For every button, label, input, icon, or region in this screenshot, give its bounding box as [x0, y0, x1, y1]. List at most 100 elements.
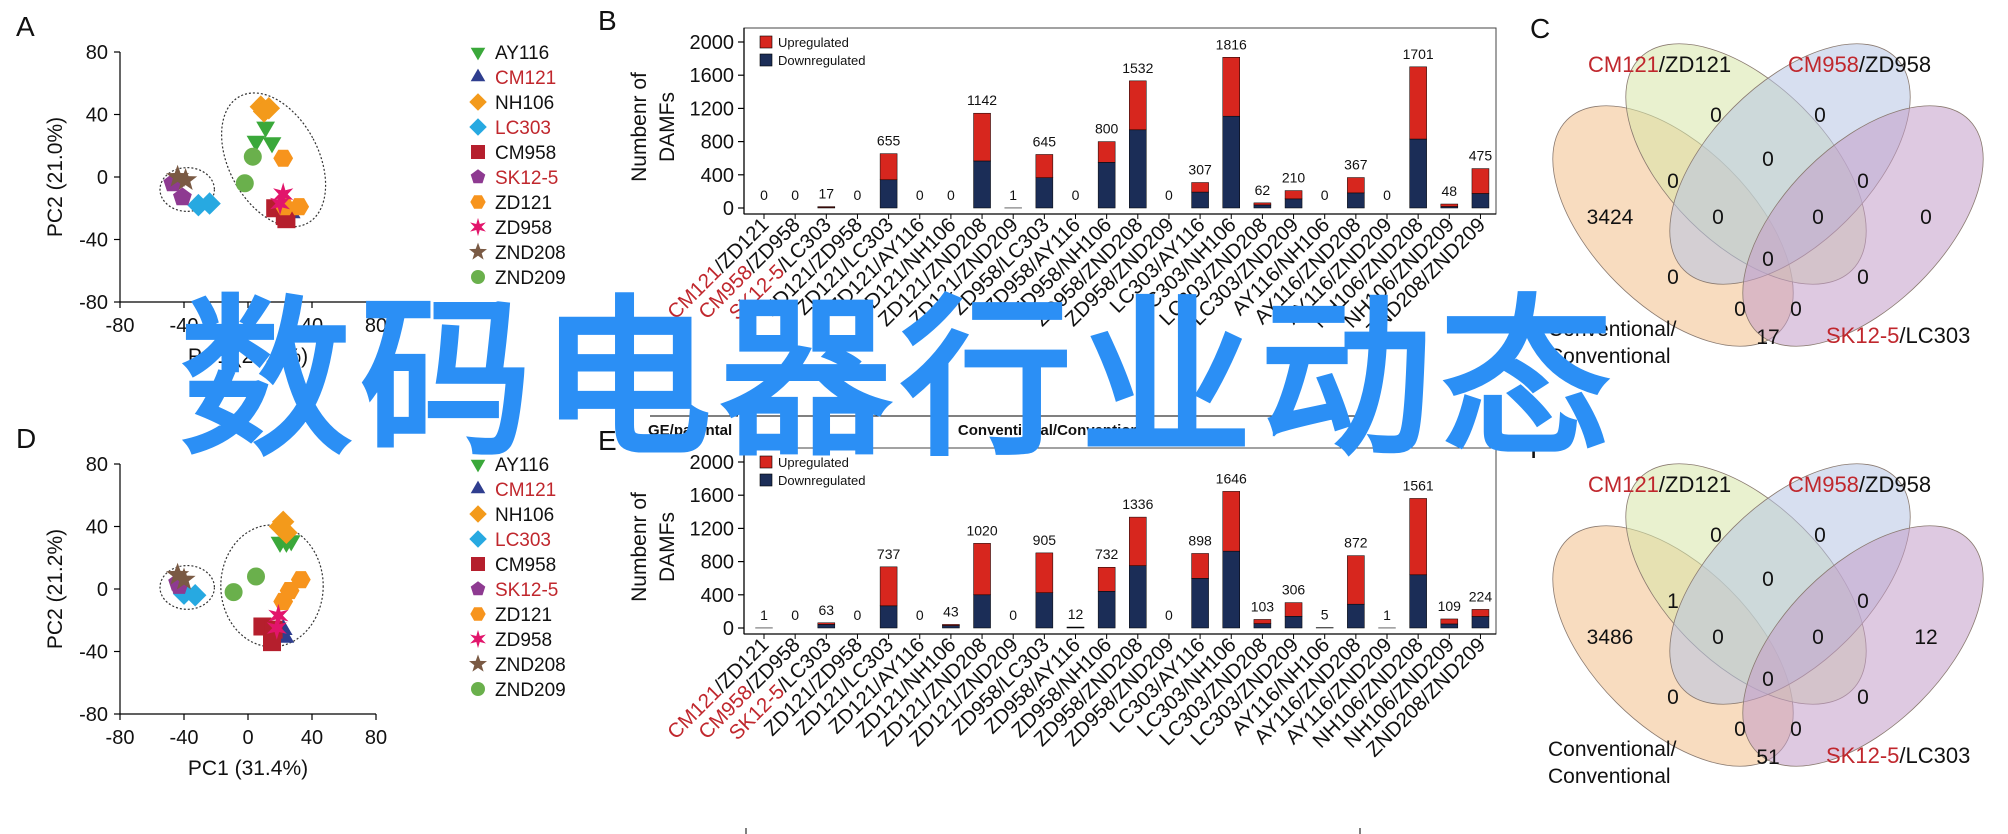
bar-upregulated: [1471, 168, 1490, 194]
bar-total-label: 63: [819, 602, 835, 618]
data-point-znd208: [166, 562, 190, 585]
x-axis-label: PC1 (31.4%): [188, 757, 308, 780]
venn-region-count: 0: [1812, 206, 1824, 229]
bar-total-label: 655: [877, 133, 901, 149]
bar-total-label: 0: [791, 187, 799, 203]
venn-label-set-1-highlight: CM121: [1588, 472, 1659, 497]
data-point-zd958: [266, 616, 287, 640]
bar-total-label: 0: [916, 187, 924, 203]
y-tick-label: 40: [86, 517, 108, 539]
y-tick-label: -80: [79, 704, 108, 726]
data-point-cm958: [263, 633, 281, 652]
cluster-ellipse: [221, 92, 327, 228]
y-tick-label: 800: [701, 132, 734, 154]
legend-label-zd121: ZD121: [495, 605, 552, 626]
data-point-nh106: [275, 521, 298, 544]
y-tick-label: 0: [723, 618, 734, 640]
bar-upregulated: [1191, 182, 1209, 193]
legend-label-ay116: AY116: [495, 43, 549, 64]
venn-region-count: 0: [1734, 298, 1746, 321]
data-point-lc303: [198, 192, 221, 215]
bar-upregulated: [879, 153, 898, 181]
venn-region-count: 0: [1857, 170, 1869, 193]
bar-total-label: 1646: [1216, 470, 1247, 486]
legend-marker-cm958: [471, 557, 485, 571]
bar-downregulated: [973, 160, 991, 209]
bar-total-label: 210: [1282, 170, 1306, 186]
x-tick-label: 0: [242, 315, 253, 337]
legend-swatch-upregulated: [759, 35, 773, 49]
venn-region-count: 0: [1667, 266, 1679, 289]
bar-total-label: 905: [1033, 532, 1057, 548]
data-point-zd958: [268, 603, 289, 628]
y-tick-label: 0: [97, 579, 108, 601]
group-bracket: GE/parental Conventional/Conventional: [648, 408, 1361, 439]
y-tick-label: 0: [97, 167, 108, 189]
venn-label-set-2-part: /ZD958: [1859, 52, 1931, 77]
y-tick-label: 1600: [690, 65, 735, 87]
venn-region-count: 3424: [1587, 206, 1634, 229]
y-axis-label: DAMFs: [656, 92, 679, 162]
data-point-ay116: [262, 137, 282, 154]
venn-label-set-3: Conventional/: [1548, 738, 1677, 761]
bar-upregulated: [1284, 602, 1303, 617]
venn-region-count: 0: [1667, 170, 1679, 193]
bar-total-label: 0: [947, 187, 955, 203]
data-point-znd209: [224, 583, 243, 602]
venn-region-count: 0: [1762, 568, 1774, 591]
x-tick-label: 40: [301, 727, 323, 749]
legend-swatch-upregulated: [759, 455, 773, 469]
y-axis-label: PC2 (21.0%): [44, 117, 67, 237]
bar-upregulated: [1347, 177, 1365, 194]
venn-region-count: 0: [1790, 298, 1802, 321]
bar-downregulated: [1347, 603, 1365, 629]
bar-downregulated: [879, 179, 898, 209]
venn-region-count: 12: [1914, 626, 1937, 649]
bar-downregulated: [1191, 578, 1209, 629]
venn-region-count: 0: [1790, 718, 1802, 741]
bar-total-label: 0: [1165, 187, 1173, 203]
bar-upregulated: [1440, 618, 1459, 625]
data-point-zd121: [289, 198, 310, 216]
legend-marker-ay116: [470, 47, 486, 61]
bar-total-label: 62: [1255, 182, 1271, 198]
venn-label-set-4-highlight: SK12-5: [1826, 323, 1899, 348]
data-point-zd121: [290, 571, 311, 589]
legend-label-zd958: ZD958: [495, 630, 552, 651]
bar-downregulated: [1253, 623, 1272, 629]
y-tick-label: -40: [79, 642, 108, 664]
bar-panel-b: B 0 400 800 1200 1600 2000 Numbenr of DAMFs Upreg…: [598, 5, 1497, 439]
legend-label-lc303: LC303: [495, 530, 551, 551]
venn-label-set-1-highlight: CM121: [1588, 52, 1659, 77]
legend-label-cm121: CM121: [495, 68, 556, 89]
x-tick-label: -40: [170, 315, 199, 337]
bar-upregulated: [879, 566, 898, 607]
venn-region-count: 0: [1762, 148, 1774, 171]
bar-upregulated: [1035, 154, 1054, 178]
bar-total-label: 307: [1188, 162, 1212, 178]
legend-marker-znd209: [471, 270, 485, 284]
venn-region-count: 0: [1857, 266, 1869, 289]
x-axis-label: PC1 (28.0%): [188, 345, 308, 368]
bar-total-label: 0: [760, 187, 768, 203]
legend-label-upregulated: Upregulated: [778, 35, 849, 50]
venn-region-count: 0: [1734, 718, 1746, 741]
legend-label-zd958: ZD958: [495, 218, 552, 239]
venn-region-count: 0: [1920, 206, 1932, 229]
venn-region-count: 0: [1667, 686, 1679, 709]
bar-upregulated: [1253, 202, 1272, 206]
bar-total-label: 872: [1344, 535, 1368, 551]
bar-upregulated: [1035, 552, 1054, 593]
legend-label-cm958: CM958: [495, 555, 556, 576]
legend-marker-zd121: [470, 195, 486, 209]
bar-downregulated: [973, 594, 991, 629]
data-point-znd209: [247, 567, 265, 586]
venn-region-count: 0: [1814, 524, 1826, 547]
legend-label-downregulated: Downregulated: [778, 53, 865, 68]
bar-downregulated: [1347, 192, 1365, 209]
venn-label-set-1: CM121/ZD121: [1588, 472, 1731, 497]
y-tick-label: 40: [86, 105, 108, 127]
venn-region-count: 0: [1712, 206, 1724, 229]
